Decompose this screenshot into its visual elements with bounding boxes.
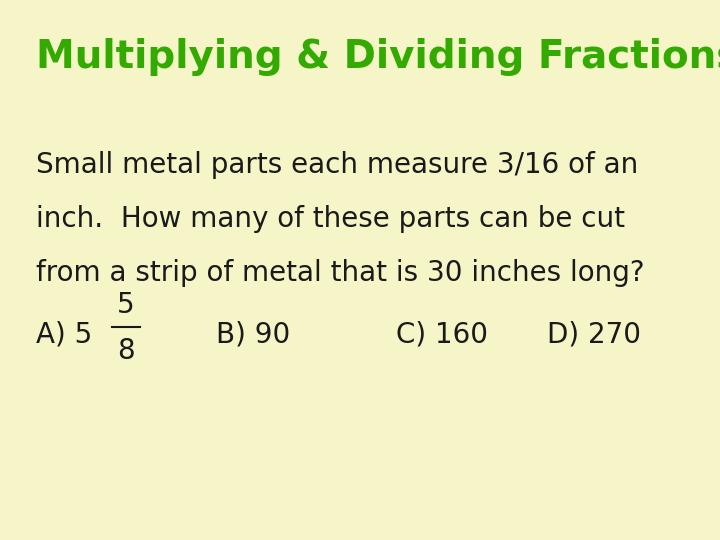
Text: Multiplying & Dividing Fractions 300: Multiplying & Dividing Fractions 300 <box>36 38 720 76</box>
Text: 5: 5 <box>117 291 135 319</box>
Text: B) 90: B) 90 <box>216 321 290 349</box>
Text: C) 160: C) 160 <box>396 321 488 349</box>
Text: A) 5: A) 5 <box>36 321 92 349</box>
Text: Small metal parts each measure 3/16 of an: Small metal parts each measure 3/16 of a… <box>36 151 638 179</box>
Text: from a strip of metal that is 30 inches long?: from a strip of metal that is 30 inches … <box>36 259 644 287</box>
Text: 8: 8 <box>117 337 135 365</box>
Text: inch.  How many of these parts can be cut: inch. How many of these parts can be cut <box>36 205 625 233</box>
Text: D) 270: D) 270 <box>547 321 642 349</box>
